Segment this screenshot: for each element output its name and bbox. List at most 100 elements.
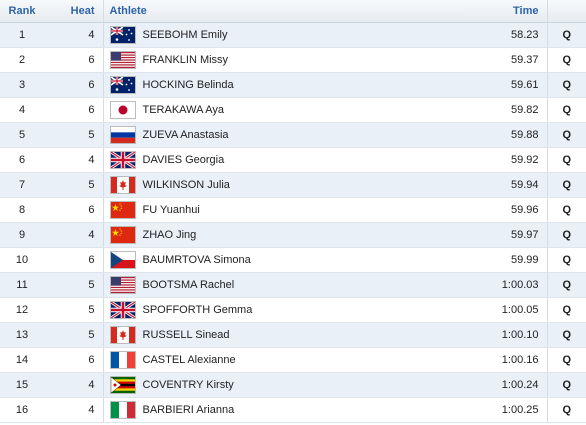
heat: 6 [52, 97, 103, 123]
heat: 4 [52, 147, 103, 173]
time: 59.61 [460, 72, 547, 98]
heat: 6 [52, 47, 103, 73]
heat: 5 [52, 272, 103, 298]
result-row: 8 6 FU Yuanhui 59.96 Q [0, 197, 586, 223]
flag [110, 151, 136, 169]
header-cell[interactable]: Athlete [102, 0, 460, 23]
athlete: BARBIERI Arianna [102, 397, 460, 423]
athlete: RUSSELL Sinead [102, 322, 460, 348]
athlete-name: COVENTRY Kirsty [142, 378, 234, 391]
result-row: 1 4 SEEBOHM Emily 58.23 Q [0, 22, 586, 48]
athlete: DAVIES Georgia [102, 147, 460, 173]
result-row: 6 4 DAVIES Georgia 59.92 Q [0, 147, 586, 173]
athlete-name: FU Yuanhui [142, 203, 200, 216]
qualification: Q [546, 297, 586, 323]
athlete-name: TERAKAWA Aya [142, 103, 225, 116]
rank: 9 [0, 222, 52, 248]
time: 59.96 [460, 197, 547, 223]
qualification: Q [546, 247, 586, 273]
qualification: Q [546, 322, 586, 348]
flag [109, 251, 136, 269]
flag [110, 301, 136, 319]
athlete: CASTEL Alexianne [102, 347, 460, 373]
flag [109, 101, 136, 119]
time: 59.97 [460, 222, 547, 248]
result-row: 10 6 BAUMRTOVA Simona 59.99 Q [0, 247, 586, 273]
athlete-name: BARBIERI Arianna [142, 403, 235, 416]
flag [109, 276, 136, 294]
athlete: SPOFFORTH Gemma [102, 297, 460, 323]
header-cell[interactable]: Heat [52, 0, 103, 23]
result-row: 15 4 COVENTRY Kirsty 1:00.24 Q [0, 372, 586, 398]
athlete: COVENTRY Kirsty [102, 372, 460, 398]
flag [109, 351, 136, 369]
athlete: BOOTSMA Rachel [102, 272, 460, 298]
heat: 6 [52, 247, 103, 273]
flag [110, 26, 136, 44]
athlete-name: BAUMRTOVA Simona [142, 253, 251, 266]
athlete: HOCKING Belinda [102, 72, 460, 98]
athlete: FRANKLIN Missy [102, 47, 460, 73]
athlete: BAUMRTOVA Simona [102, 247, 460, 273]
athlete-name: RUSSELL Sinead [142, 328, 230, 341]
result-row: 12 5 SPOFFORTH Gemma 1:00.05 Q [0, 297, 586, 323]
flag [109, 51, 136, 69]
flag [110, 76, 136, 94]
header-cell[interactable]: Rank [0, 0, 52, 23]
flag [109, 226, 136, 244]
header-cell [546, 0, 586, 23]
rank: 3 [0, 72, 52, 98]
qualification: Q [546, 172, 586, 198]
header-row: Rank Heat Athlete Time [0, 0, 586, 23]
heat: 5 [52, 297, 103, 323]
result-row: 3 6 HOCKING Belinda 59.61 Q [0, 72, 586, 98]
flag [109, 176, 136, 194]
qualification: Q [546, 47, 586, 73]
time: 1:00.03 [460, 272, 547, 298]
time: 59.88 [460, 122, 547, 148]
qualification: Q [546, 272, 586, 298]
time: 1:00.16 [460, 347, 547, 373]
result-row: 5 5 ZUEVA Anastasia 59.88 Q [0, 122, 586, 148]
heat: 6 [52, 347, 103, 373]
qualification: Q [546, 72, 586, 98]
athlete-name: WILKINSON Julia [142, 178, 230, 191]
header-cell[interactable]: Time [460, 0, 547, 23]
heat: 4 [52, 372, 103, 398]
table-body: 1 4 SEEBOHM Emily 58.23 Q 2 6 FRANKLIN Missy 59.… [0, 22, 586, 423]
result-row: 14 6 CASTEL Alexianne 1:00.16 Q [0, 347, 586, 373]
flag [109, 126, 136, 144]
rank: 10 [0, 247, 52, 273]
athlete-name: FRANKLIN Missy [142, 53, 229, 66]
qualification: Q [546, 147, 586, 173]
heat: 4 [52, 22, 103, 48]
rank: 5 [0, 122, 52, 148]
rank: 1 [0, 22, 52, 48]
flag [109, 401, 136, 419]
qualification: Q [546, 372, 586, 398]
time: 1:00.25 [460, 397, 547, 423]
rank: 4 [0, 97, 52, 123]
time: 59.82 [460, 97, 547, 123]
time: 59.94 [460, 172, 547, 198]
time: 59.37 [460, 47, 547, 73]
qualification: Q [546, 397, 586, 423]
result-row: 9 4 ZHAO Jing 59.97 Q [0, 222, 586, 248]
flag [109, 201, 136, 219]
heat: 6 [52, 72, 103, 98]
heat: 5 [52, 122, 103, 148]
qualification: Q [546, 347, 586, 373]
athlete-name: HOCKING Belinda [142, 78, 234, 91]
time: 59.92 [460, 147, 547, 173]
time: 1:00.10 [460, 322, 547, 348]
athlete-name: DAVIES Georgia [142, 153, 225, 166]
athlete-name: ZHAO Jing [142, 228, 197, 241]
athlete-name: BOOTSMA Rachel [142, 278, 235, 291]
qualification: Q [546, 22, 586, 48]
time: 59.99 [460, 247, 547, 273]
heat: 4 [52, 397, 103, 423]
heat: 6 [52, 197, 103, 223]
result-row: 2 6 FRANKLIN Missy 59.37 Q [0, 47, 586, 73]
rank: 11 [0, 272, 52, 298]
